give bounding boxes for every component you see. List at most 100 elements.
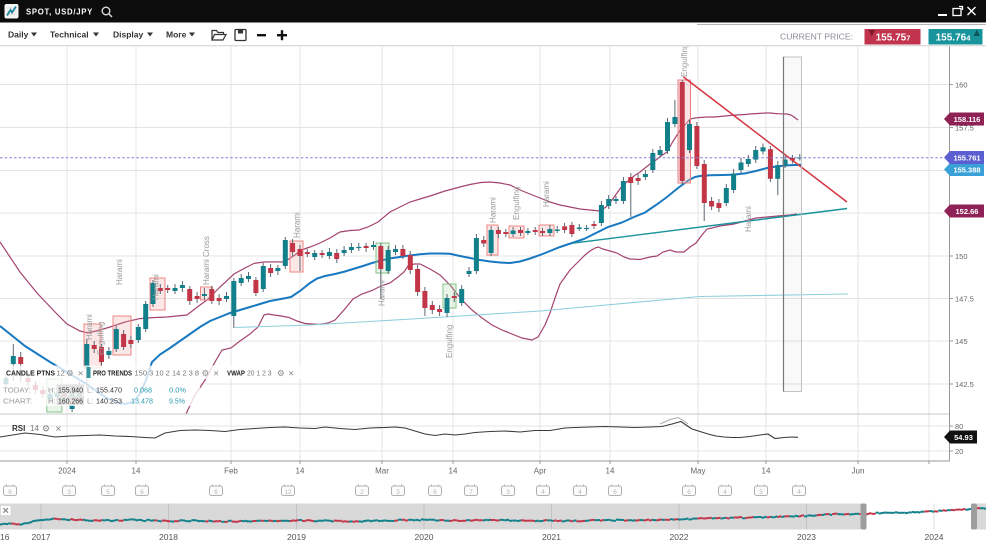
svg-text:SPOT, USD/JPY: SPOT, USD/JPY (26, 7, 93, 17)
svg-text:CURRENT PRICE:: CURRENT PRICE: (780, 32, 853, 42)
svg-text:20: 20 (955, 447, 963, 456)
svg-text:5: 5 (106, 489, 110, 496)
svg-text:3: 3 (506, 489, 510, 496)
svg-text:Harami: Harami (378, 280, 387, 306)
svg-text:H:: H: (48, 386, 56, 395)
svg-text:L:: L: (87, 386, 93, 395)
svg-text:150 3 10 2 14 2 3 8: 150 3 10 2 14 2 3 8 (135, 369, 200, 378)
svg-text:155.470: 155.470 (96, 386, 122, 395)
svg-text:14: 14 (762, 467, 771, 476)
svg-text:CANDLE PTNS: CANDLE PTNS (6, 369, 55, 378)
svg-text:147.5: 147.5 (955, 294, 974, 303)
svg-text:5: 5 (759, 489, 763, 496)
svg-text:2023: 2023 (797, 532, 816, 542)
svg-text:2024: 2024 (925, 532, 944, 542)
svg-text:80: 80 (955, 422, 963, 431)
svg-text:158.116: 158.116 (954, 115, 981, 124)
svg-text:4: 4 (797, 489, 801, 496)
svg-text:2022: 2022 (670, 532, 689, 542)
svg-text:4: 4 (541, 489, 545, 496)
svg-text:⚙: ⚙ (202, 368, 210, 378)
svg-text:8: 8 (8, 489, 12, 496)
svg-text:6: 6 (433, 489, 437, 496)
svg-text:160.266: 160.266 (58, 397, 83, 406)
svg-text:May: May (690, 467, 705, 476)
svg-text:14: 14 (449, 467, 458, 476)
svg-text:3: 3 (396, 489, 400, 496)
svg-text:155.388: 155.388 (953, 166, 980, 175)
svg-text:2017: 2017 (32, 532, 51, 542)
svg-text:14: 14 (296, 467, 305, 476)
svg-text:14: 14 (30, 424, 39, 433)
svg-text:6: 6 (613, 489, 617, 496)
svg-text:TODAY:: TODAY: (3, 386, 31, 395)
svg-text:3: 3 (67, 489, 71, 496)
svg-text:RSI: RSI (12, 424, 25, 433)
svg-text:4: 4 (723, 489, 727, 496)
svg-text:Apr: Apr (534, 467, 547, 476)
svg-text:Mar: Mar (375, 467, 389, 476)
svg-text:6: 6 (214, 489, 218, 496)
svg-text:12: 12 (284, 489, 292, 496)
svg-text:Engulfing: Engulfing (680, 44, 689, 77)
svg-text:H:: H: (48, 397, 56, 406)
svg-text:0.068: 0.068 (134, 386, 152, 395)
svg-text:Daily: Daily (8, 30, 29, 40)
svg-text:✕: ✕ (288, 369, 294, 378)
svg-text:Harami: Harami (489, 197, 498, 223)
svg-text:Harami: Harami (542, 181, 551, 207)
svg-text:2: 2 (360, 489, 364, 496)
svg-text:Display: Display (113, 30, 144, 40)
svg-text:2019: 2019 (287, 532, 306, 542)
svg-text:✕: ✕ (55, 424, 62, 433)
svg-text:⚙: ⚙ (66, 368, 74, 378)
svg-text:4: 4 (578, 489, 582, 496)
svg-text:VWAP: VWAP (227, 369, 245, 378)
svg-text:155.940: 155.940 (58, 386, 83, 395)
svg-text:160: 160 (955, 80, 968, 89)
svg-text:6: 6 (687, 489, 691, 496)
svg-text:Jun: Jun (852, 467, 865, 476)
svg-text:L:: L: (87, 397, 93, 406)
svg-text:Engulfing: Engulfing (445, 325, 454, 358)
svg-text:0.0%: 0.0% (169, 386, 186, 395)
svg-text:7: 7 (469, 489, 473, 496)
svg-text:12: 12 (57, 369, 65, 378)
svg-text:Engulfing: Engulfing (512, 187, 521, 220)
svg-text:145: 145 (955, 337, 968, 346)
svg-text:16: 16 (0, 532, 10, 542)
svg-text:CHART:: CHART: (3, 397, 32, 406)
svg-text:Harami: Harami (85, 314, 94, 340)
svg-text:PRO TRENDS: PRO TRENDS (93, 369, 132, 378)
svg-text:Harami: Harami (293, 212, 302, 238)
svg-text:Harami: Harami (152, 274, 161, 300)
svg-text:140.253: 140.253 (96, 397, 122, 406)
svg-text:14: 14 (132, 467, 141, 476)
svg-text:More: More (166, 30, 187, 40)
svg-text:54.93: 54.93 (954, 433, 973, 442)
svg-text:13.478: 13.478 (131, 397, 153, 406)
svg-text:2021: 2021 (542, 532, 561, 542)
svg-text:20 1 2 3: 20 1 2 3 (247, 369, 272, 378)
svg-text:Feb: Feb (224, 467, 238, 476)
svg-text:155.757: 155.757 (876, 33, 911, 44)
svg-text:6: 6 (140, 489, 144, 496)
svg-text:✕: ✕ (2, 506, 9, 516)
svg-text:✕: ✕ (213, 369, 219, 378)
svg-text:155.761: 155.761 (953, 154, 980, 163)
svg-text:Harami Cross: Harami Cross (202, 236, 211, 285)
svg-text:14: 14 (606, 467, 615, 476)
svg-text:Harami: Harami (744, 206, 753, 232)
svg-text:Engulfing: Engulfing (97, 322, 106, 355)
svg-text:Harami: Harami (115, 259, 124, 285)
svg-text:⚙: ⚙ (42, 424, 50, 434)
svg-text:152.66: 152.66 (956, 207, 979, 216)
svg-text:150: 150 (955, 252, 968, 261)
svg-text:155.764: 155.764 (936, 33, 972, 44)
svg-text:2020: 2020 (415, 532, 434, 542)
svg-text:⚙: ⚙ (277, 368, 285, 378)
svg-text:Technical: Technical (50, 30, 89, 40)
svg-text:2018: 2018 (159, 532, 178, 542)
svg-text:9.5%: 9.5% (169, 397, 185, 406)
svg-text:2024: 2024 (58, 467, 76, 476)
